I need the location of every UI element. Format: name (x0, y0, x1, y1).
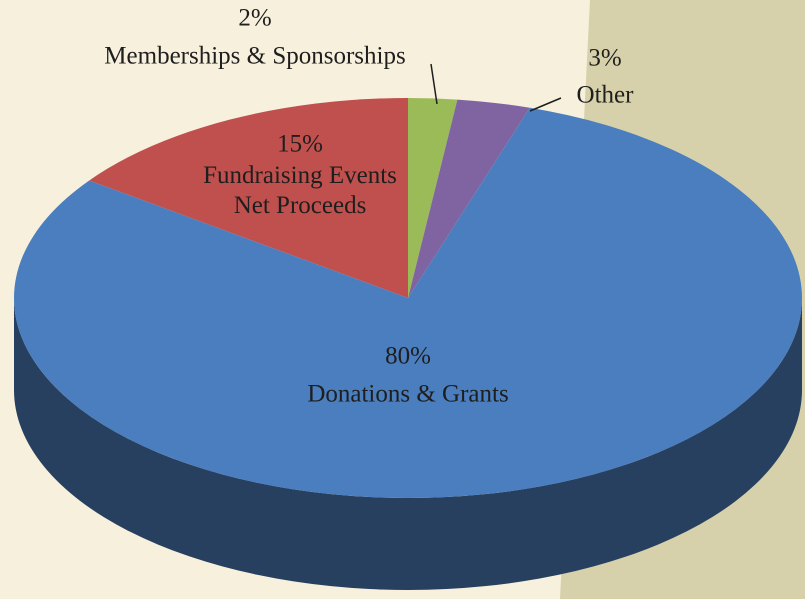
leader-line (529, 97, 562, 112)
pie-side (14, 298, 802, 590)
pie (13, 98, 802, 590)
value-label: 2% (238, 5, 271, 32)
slice-label: Donations & Grants (307, 381, 508, 408)
pie-slice (13, 107, 802, 499)
pie-slice (89, 98, 408, 298)
value-label: 15% (277, 131, 323, 158)
pie-slice (408, 98, 458, 298)
slice-label: Fundraising Events Net Proceeds (203, 162, 397, 219)
value-label: 80% (385, 343, 431, 370)
value-label: 3% (588, 45, 621, 72)
labels: 80% Donations & Grants 15% Fundraising Even… (104, 5, 634, 408)
slice-label: Other (577, 82, 635, 109)
slice-label: Memberships & Sponsorships (104, 43, 405, 70)
pie-slice (408, 99, 530, 298)
leader-line (430, 63, 438, 105)
